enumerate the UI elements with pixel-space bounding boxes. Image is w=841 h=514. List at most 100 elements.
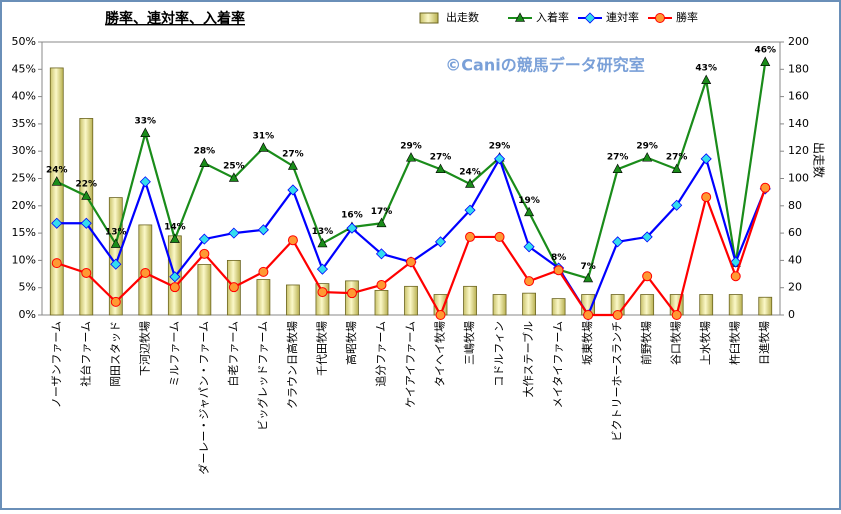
y-tick-label: 0%: [19, 308, 36, 321]
x-tick-label: 下河辺牧場: [137, 321, 151, 376]
x-tick-label: 谷口牧場: [669, 321, 683, 365]
marker: [316, 263, 329, 275]
marker: [51, 217, 63, 229]
data-label: 17%: [371, 207, 393, 217]
marker: [612, 163, 623, 174]
y-tick-label: 40%: [12, 90, 36, 103]
marker: [110, 238, 121, 248]
marker: [287, 184, 299, 196]
y-tick-label: 30%: [12, 144, 36, 157]
x-tick-label: 千代田牧場: [314, 321, 328, 376]
bar: [256, 279, 271, 316]
marker: [434, 236, 447, 248]
y2-tick-label: 120: [788, 144, 809, 157]
data-label: 13%: [312, 227, 334, 237]
marker: [139, 176, 151, 188]
data-label: 19%: [518, 196, 540, 206]
y2-tick-label: 100: [788, 172, 809, 185]
marker: [258, 142, 269, 152]
marker: [375, 248, 388, 260]
chart-title: 勝率、連対率、入着率: [105, 10, 245, 27]
y-tick-label: 45%: [12, 62, 36, 75]
marker: [583, 272, 594, 283]
data-label: 29%: [636, 141, 658, 151]
marker: [612, 236, 624, 248]
marker: [81, 190, 92, 200]
marker: [671, 310, 682, 320]
marker: [376, 217, 387, 228]
legend-label: 勝率: [676, 10, 698, 24]
x-tick-label: 追分ファーム: [373, 321, 387, 387]
y2-tick-label: 40: [788, 253, 802, 266]
x-tick-label: 高昭牧場: [344, 321, 358, 365]
marker: [671, 199, 683, 211]
marker: [760, 182, 771, 193]
data-label: 24%: [46, 165, 68, 175]
y2-tick-label: 140: [788, 117, 809, 130]
data-label: 27%: [282, 149, 304, 159]
marker: [641, 231, 653, 243]
marker: [406, 152, 416, 162]
marker: [464, 204, 476, 216]
marker: [465, 178, 476, 188]
marker: [612, 310, 623, 320]
marker: [553, 265, 564, 276]
marker: [228, 172, 239, 182]
legend-label: 連対率: [606, 10, 639, 24]
marker: [523, 241, 535, 253]
data-label: 29%: [489, 141, 511, 151]
marker: [317, 237, 328, 248]
y2-axis-label: 出走数: [812, 142, 827, 178]
legend-label: 出走数: [446, 10, 479, 24]
data-label: 25%: [223, 161, 245, 171]
x-tick-label: 白老ファーム: [226, 321, 240, 387]
y2-tick-label: 20: [788, 281, 802, 294]
marker: [110, 258, 122, 270]
legend-swatch: [419, 12, 439, 24]
data-label: 7%: [580, 262, 595, 272]
x-tick-label: ダーレー・ジャパン・ファーム: [196, 321, 210, 475]
marker: [228, 227, 240, 239]
x-tick-label: 社台ファーム: [78, 321, 92, 387]
plot-area: [41, 41, 781, 316]
marker: [257, 224, 269, 236]
marker: [287, 235, 298, 246]
marker: [376, 279, 387, 290]
bar: [492, 294, 507, 316]
marker: [228, 282, 239, 293]
x-tick-label: 三嶋牧場: [462, 321, 476, 365]
marker: [701, 192, 712, 203]
x-tick-label: 杵臼牧場: [728, 321, 742, 365]
marker: [760, 56, 771, 67]
marker: [700, 153, 712, 165]
marker: [81, 267, 92, 278]
marker: [642, 152, 653, 162]
x-tick-label: 日進牧場: [757, 321, 771, 365]
marker: [140, 267, 151, 278]
marker: [258, 266, 269, 277]
bar: [49, 67, 64, 316]
legend-marker: [515, 12, 525, 22]
marker: [524, 206, 535, 217]
marker: [524, 276, 535, 287]
marker: [199, 248, 210, 259]
x-tick-label: タイヘイ牧場: [433, 321, 447, 387]
watermark: ©Caniの競馬データ研究室: [445, 56, 644, 75]
marker: [730, 271, 741, 282]
marker: [346, 222, 358, 234]
y-tick-label: 20%: [12, 199, 36, 212]
y-tick-label: 50%: [12, 35, 36, 48]
bar: [404, 285, 418, 316]
y2-tick-label: 160: [788, 90, 809, 103]
x-tick-label: ノーザンファーム: [50, 321, 63, 408]
x-tick-label: クラウン日高牧場: [285, 321, 299, 409]
data-label: 13%: [105, 228, 127, 238]
y-tick-label: 25%: [12, 172, 36, 185]
bar: [463, 285, 477, 316]
y2-tick-label: 60: [788, 226, 802, 239]
bar: [522, 292, 536, 316]
marker: [583, 310, 594, 320]
marker: [493, 153, 506, 165]
data-label: 31%: [253, 131, 275, 141]
